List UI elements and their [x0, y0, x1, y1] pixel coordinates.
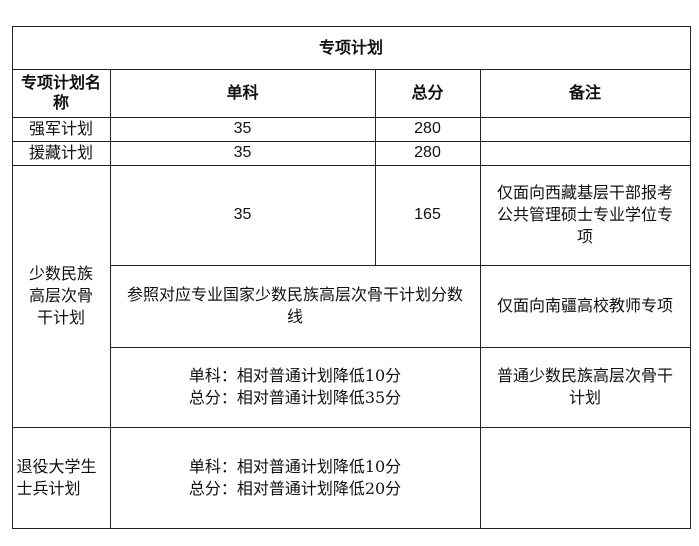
row-minority-a-note: 仅面向西藏基层干部报考公共管理硕士专业学位专项 — [479, 164, 691, 266]
header-single: 单科 — [109, 68, 376, 118]
row-veteran-note — [479, 426, 691, 529]
row-yuanzang-note — [479, 140, 691, 166]
score-line-total: 总分：相对普通计划降低35分 — [188, 388, 402, 407]
score-line-total: 总分：相对普通计划降低20分 — [188, 478, 402, 498]
table-title: 专项计划 — [11, 25, 691, 70]
row-veteran-name: 退役大学生士兵计划 — [11, 426, 111, 529]
header-total: 总分 — [374, 68, 481, 118]
row-minority-b-score: 参照对应专业国家少数民族高层次骨干计划分数线 — [109, 264, 481, 348]
header-note: 备注 — [479, 68, 691, 118]
row-yuanzang-total: 280 — [374, 140, 481, 166]
row-qiangjun-total: 280 — [374, 116, 481, 142]
row-veteran-score: 单科：相对普通计划降低10分 总分：相对普通计划降低20分 — [109, 426, 481, 529]
row-minority-c-note: 普通少数民族高层次骨干计划 — [479, 346, 691, 428]
row-minority-c-score: 单科：相对普通计划降低10分 总分：相对普通计划降低35分 — [109, 346, 481, 428]
row-minority-a-total: 165 — [374, 164, 481, 266]
score-line-single: 单科：相对普通计划降低10分 — [188, 366, 402, 385]
row-minority-a-single: 35 — [109, 164, 376, 266]
row-yuanzang-single: 35 — [109, 140, 376, 166]
score-line-single: 单科：相对普通计划降低10分 — [188, 456, 402, 476]
header-name: 专项计划名称 — [11, 68, 111, 118]
row-minority-b-note: 仅面向南疆高校教师专项 — [479, 264, 691, 348]
row-qiangjun-name: 强军计划 — [11, 116, 111, 142]
row-yuanzang-name: 援藏计划 — [11, 140, 111, 166]
row-minority-name: 少数民族高层次骨干计划 — [11, 164, 111, 428]
row-qiangjun-single: 35 — [109, 116, 376, 142]
row-qiangjun-note — [479, 116, 691, 142]
